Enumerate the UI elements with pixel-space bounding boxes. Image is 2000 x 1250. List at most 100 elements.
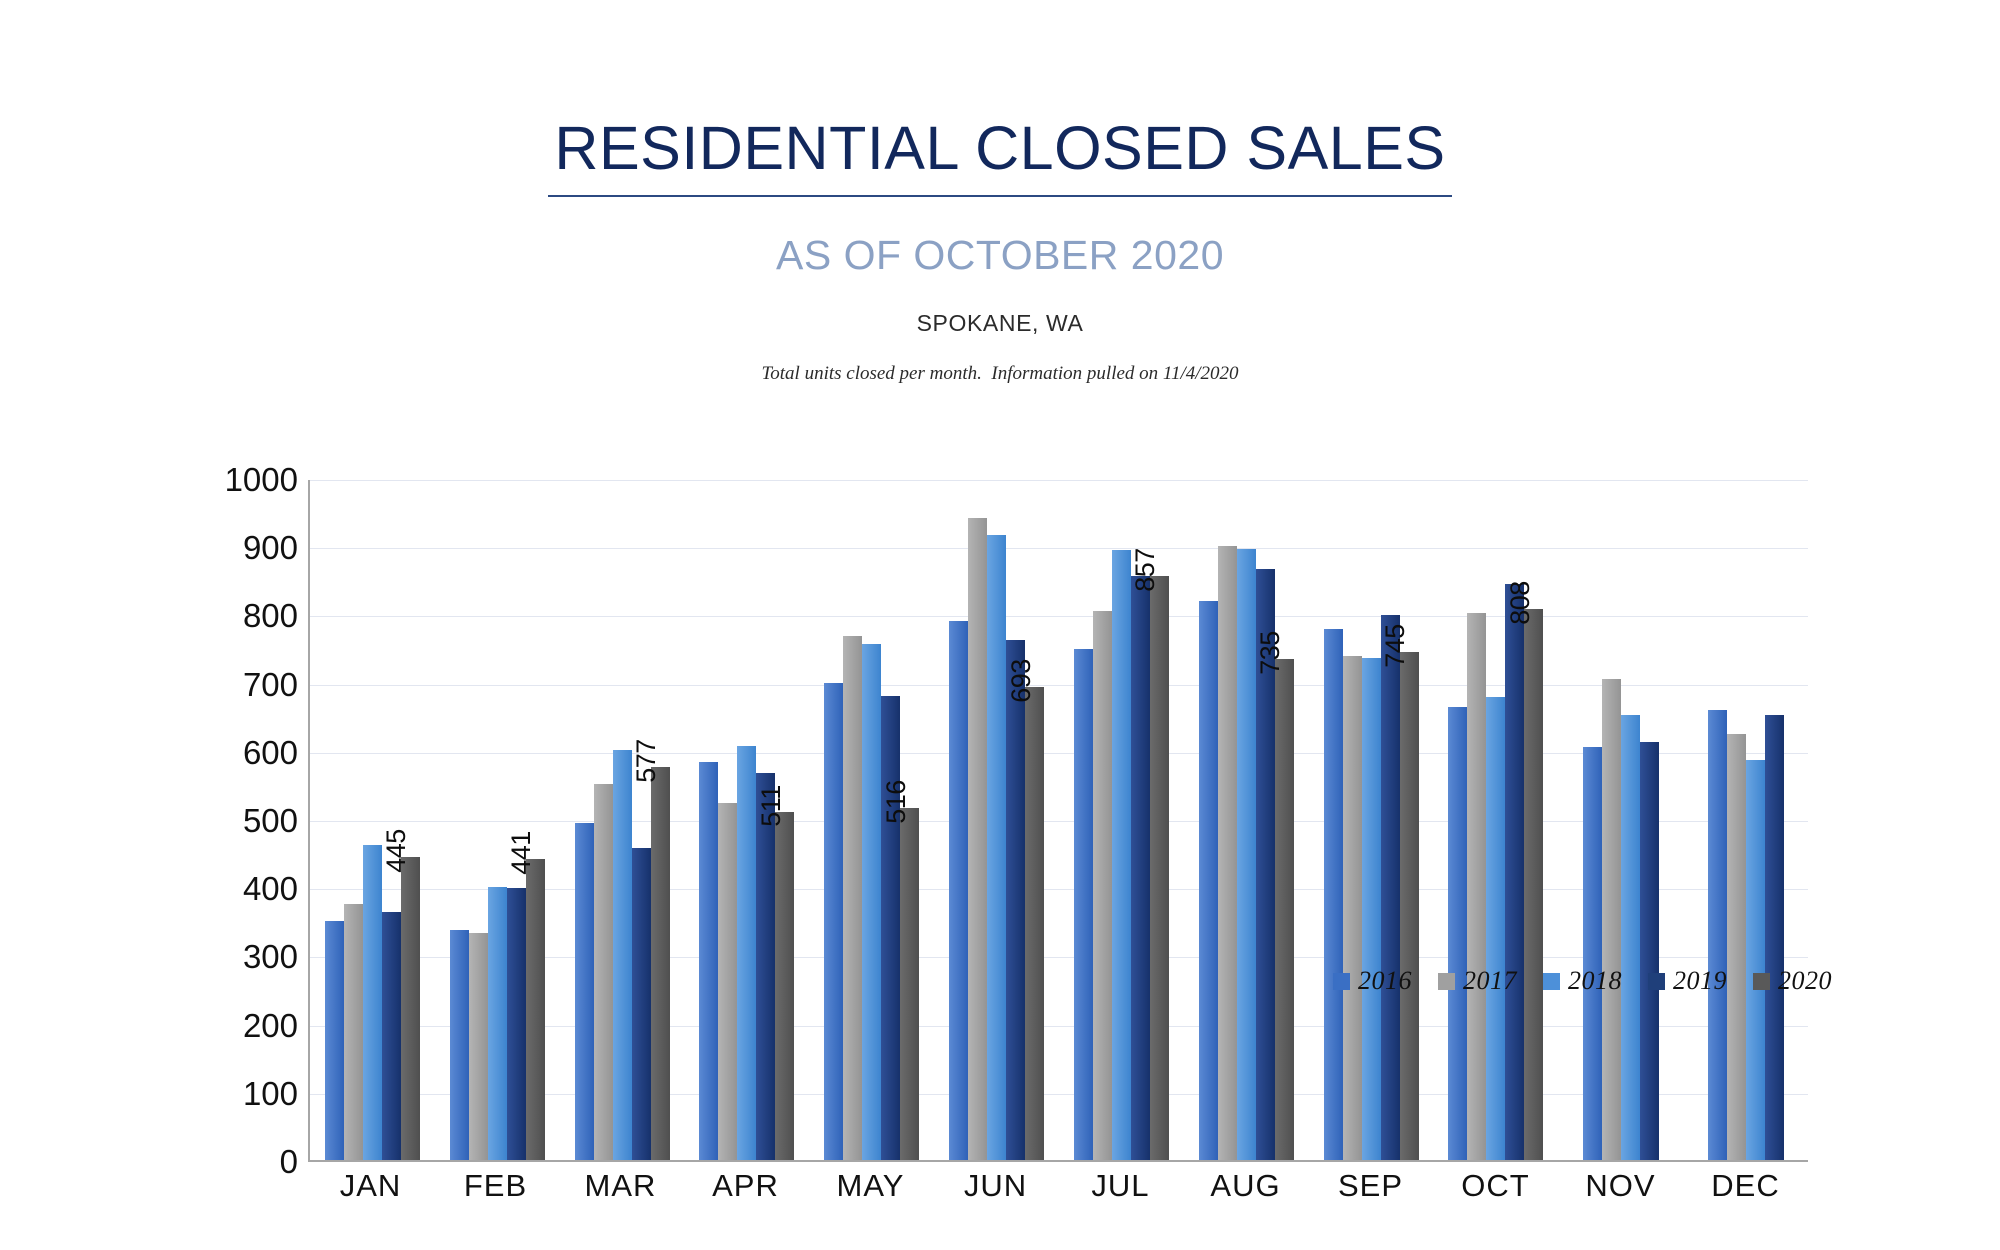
bar-2016-aug[interactable] bbox=[1198, 601, 1218, 1160]
bar-2017-jun[interactable] bbox=[968, 517, 988, 1160]
bar-2017-sep[interactable] bbox=[1342, 656, 1362, 1160]
bar-2017-mar[interactable] bbox=[593, 783, 613, 1160]
legend-label: 2016 bbox=[1358, 966, 1412, 995]
legend-item-2016[interactable]: 2016 bbox=[1333, 966, 1412, 996]
bar-2016-mar[interactable] bbox=[574, 823, 594, 1160]
gridline bbox=[310, 889, 1808, 891]
y-axis-tick: 800 bbox=[242, 597, 298, 635]
legend-label: 2017 bbox=[1463, 966, 1517, 995]
bar-2018-may[interactable] bbox=[862, 643, 882, 1160]
bar-group: 857 bbox=[1059, 480, 1184, 1160]
bar-2020-jun[interactable]: 693 bbox=[1006, 660, 1045, 1160]
bar-2020-oct[interactable]: 808 bbox=[1505, 581, 1544, 1160]
page-subtitle: AS OF OCTOBER 2020 bbox=[775, 232, 1224, 278]
legend-item-2020[interactable]: 2020 bbox=[1753, 966, 1832, 996]
bar-group: 511 bbox=[684, 480, 809, 1160]
bar-2019-oct[interactable] bbox=[1505, 583, 1525, 1160]
bar-2019-feb[interactable] bbox=[506, 887, 526, 1160]
bar-2016-jun[interactable] bbox=[949, 620, 969, 1160]
bar-2017-oct[interactable] bbox=[1467, 613, 1487, 1160]
chart-legend: 2016 2017 2018 2019 2020 bbox=[1333, 966, 1832, 996]
bar-2018-jan[interactable] bbox=[362, 844, 382, 1160]
bar-2016-feb[interactable] bbox=[449, 930, 469, 1160]
bar-2016-jan[interactable] bbox=[324, 921, 344, 1160]
bar-2019-nov[interactable] bbox=[1639, 741, 1659, 1160]
legend-label: 2020 bbox=[1778, 966, 1832, 995]
bar-2019-sep[interactable] bbox=[1380, 615, 1400, 1160]
bar-2018-jul[interactable] bbox=[1111, 550, 1131, 1160]
bar-2020-may[interactable]: 516 bbox=[881, 780, 920, 1160]
bar-2016-oct[interactable] bbox=[1448, 707, 1468, 1160]
bar-2018-dec[interactable] bbox=[1745, 759, 1765, 1160]
bar-2019-apr[interactable] bbox=[756, 773, 776, 1160]
bar-chart: 1000 900 800 700 600 500 400 300 200 100 0 445 441 5… bbox=[0, 461, 2000, 1250]
bar-2019-jul[interactable] bbox=[1130, 575, 1150, 1160]
bar-2020-sep[interactable]: 745 bbox=[1380, 624, 1419, 1160]
bar-group bbox=[1558, 480, 1683, 1160]
bar-2018-nov[interactable] bbox=[1620, 714, 1640, 1160]
bar-2018-sep[interactable] bbox=[1361, 658, 1381, 1160]
bar-2018-apr[interactable] bbox=[737, 746, 757, 1160]
y-axis-tick: 100 bbox=[242, 1074, 298, 1112]
bar-2016-sep[interactable] bbox=[1323, 628, 1343, 1160]
y-axis-tick: 500 bbox=[242, 802, 298, 839]
bar-group: 441 bbox=[435, 480, 560, 1160]
bar-2016-nov[interactable] bbox=[1582, 747, 1602, 1160]
bar-2019-jan[interactable] bbox=[381, 912, 401, 1160]
legend-item-2018[interactable]: 2018 bbox=[1543, 966, 1622, 996]
y-axis-tick: 700 bbox=[242, 665, 298, 703]
y-axis-tick: 300 bbox=[242, 938, 298, 976]
x-axis-tick-dec: DEC bbox=[1711, 1168, 1780, 1203]
legend-swatch-icon bbox=[1438, 972, 1455, 990]
bar-2017-may[interactable] bbox=[843, 635, 863, 1160]
bar-2020-apr[interactable]: 511 bbox=[756, 785, 795, 1160]
bar-group: 745 bbox=[1309, 480, 1434, 1160]
bar-2020-jul[interactable]: 857 bbox=[1130, 548, 1169, 1160]
legend-swatch-icon bbox=[1333, 972, 1350, 990]
bar-2016-dec[interactable] bbox=[1707, 709, 1727, 1160]
bar-2019-may[interactable] bbox=[881, 696, 901, 1160]
bar-2020-jan[interactable]: 445 bbox=[381, 829, 420, 1160]
x-axis-labels: JAN FEB MAR APR MAY JUN JUL AUG SEP OCT NOV DEC bbox=[308, 1168, 1808, 1204]
bar-value-label: 857 bbox=[1130, 547, 1161, 592]
bar-2018-aug[interactable] bbox=[1236, 548, 1256, 1160]
bar-2019-aug[interactable] bbox=[1255, 569, 1275, 1160]
bar-value-label: 808 bbox=[1504, 581, 1535, 625]
bar-2018-feb[interactable] bbox=[487, 886, 507, 1160]
bar-2019-dec[interactable] bbox=[1764, 715, 1784, 1160]
bar-2018-mar[interactable] bbox=[612, 750, 632, 1160]
bar-2019-jun[interactable] bbox=[1006, 640, 1026, 1160]
bar-2019-mar[interactable] bbox=[631, 847, 651, 1160]
gridline bbox=[310, 1093, 1808, 1095]
x-axis-tick-oct: OCT bbox=[1461, 1168, 1530, 1203]
bar-2016-jul[interactable] bbox=[1073, 649, 1093, 1160]
bar-2017-apr[interactable] bbox=[718, 803, 738, 1160]
bar-value-label: 445 bbox=[381, 828, 412, 873]
x-axis-tick-sep: SEP bbox=[1337, 1168, 1404, 1203]
bar-2018-jun[interactable] bbox=[987, 534, 1007, 1160]
bar-2017-jan[interactable] bbox=[343, 904, 363, 1160]
plot-area: 445 441 577 511 516 693 857 735 745 808 bbox=[308, 480, 1808, 1162]
bar-2017-jul[interactable] bbox=[1092, 611, 1112, 1160]
bar-value-label: 693 bbox=[1005, 659, 1036, 704]
legend-item-2017[interactable]: 2017 bbox=[1438, 966, 1517, 996]
bar-2017-nov[interactable] bbox=[1601, 679, 1621, 1160]
y-axis-tick: 0 bbox=[279, 1143, 298, 1180]
bar-value-label: 735 bbox=[1255, 630, 1286, 675]
bar-2020-mar[interactable]: 577 bbox=[631, 739, 670, 1160]
legend-swatch-icon bbox=[1753, 972, 1770, 990]
gridline bbox=[310, 684, 1808, 686]
bar-value-label: 441 bbox=[506, 831, 537, 876]
legend-item-2019[interactable]: 2019 bbox=[1648, 966, 1727, 996]
bar-2017-dec[interactable] bbox=[1726, 733, 1746, 1160]
bar-2017-aug[interactable] bbox=[1217, 545, 1237, 1160]
x-axis-tick-aug: AUG bbox=[1210, 1168, 1281, 1203]
bar-2017-feb[interactable] bbox=[468, 932, 488, 1160]
bar-2016-may[interactable] bbox=[824, 682, 844, 1160]
legend-swatch-icon bbox=[1543, 972, 1560, 990]
bar-2020-aug[interactable]: 735 bbox=[1255, 631, 1294, 1160]
bar-2016-apr[interactable] bbox=[699, 762, 719, 1160]
bar-2018-oct[interactable] bbox=[1486, 696, 1506, 1160]
bar-2020-feb[interactable]: 441 bbox=[506, 831, 545, 1160]
